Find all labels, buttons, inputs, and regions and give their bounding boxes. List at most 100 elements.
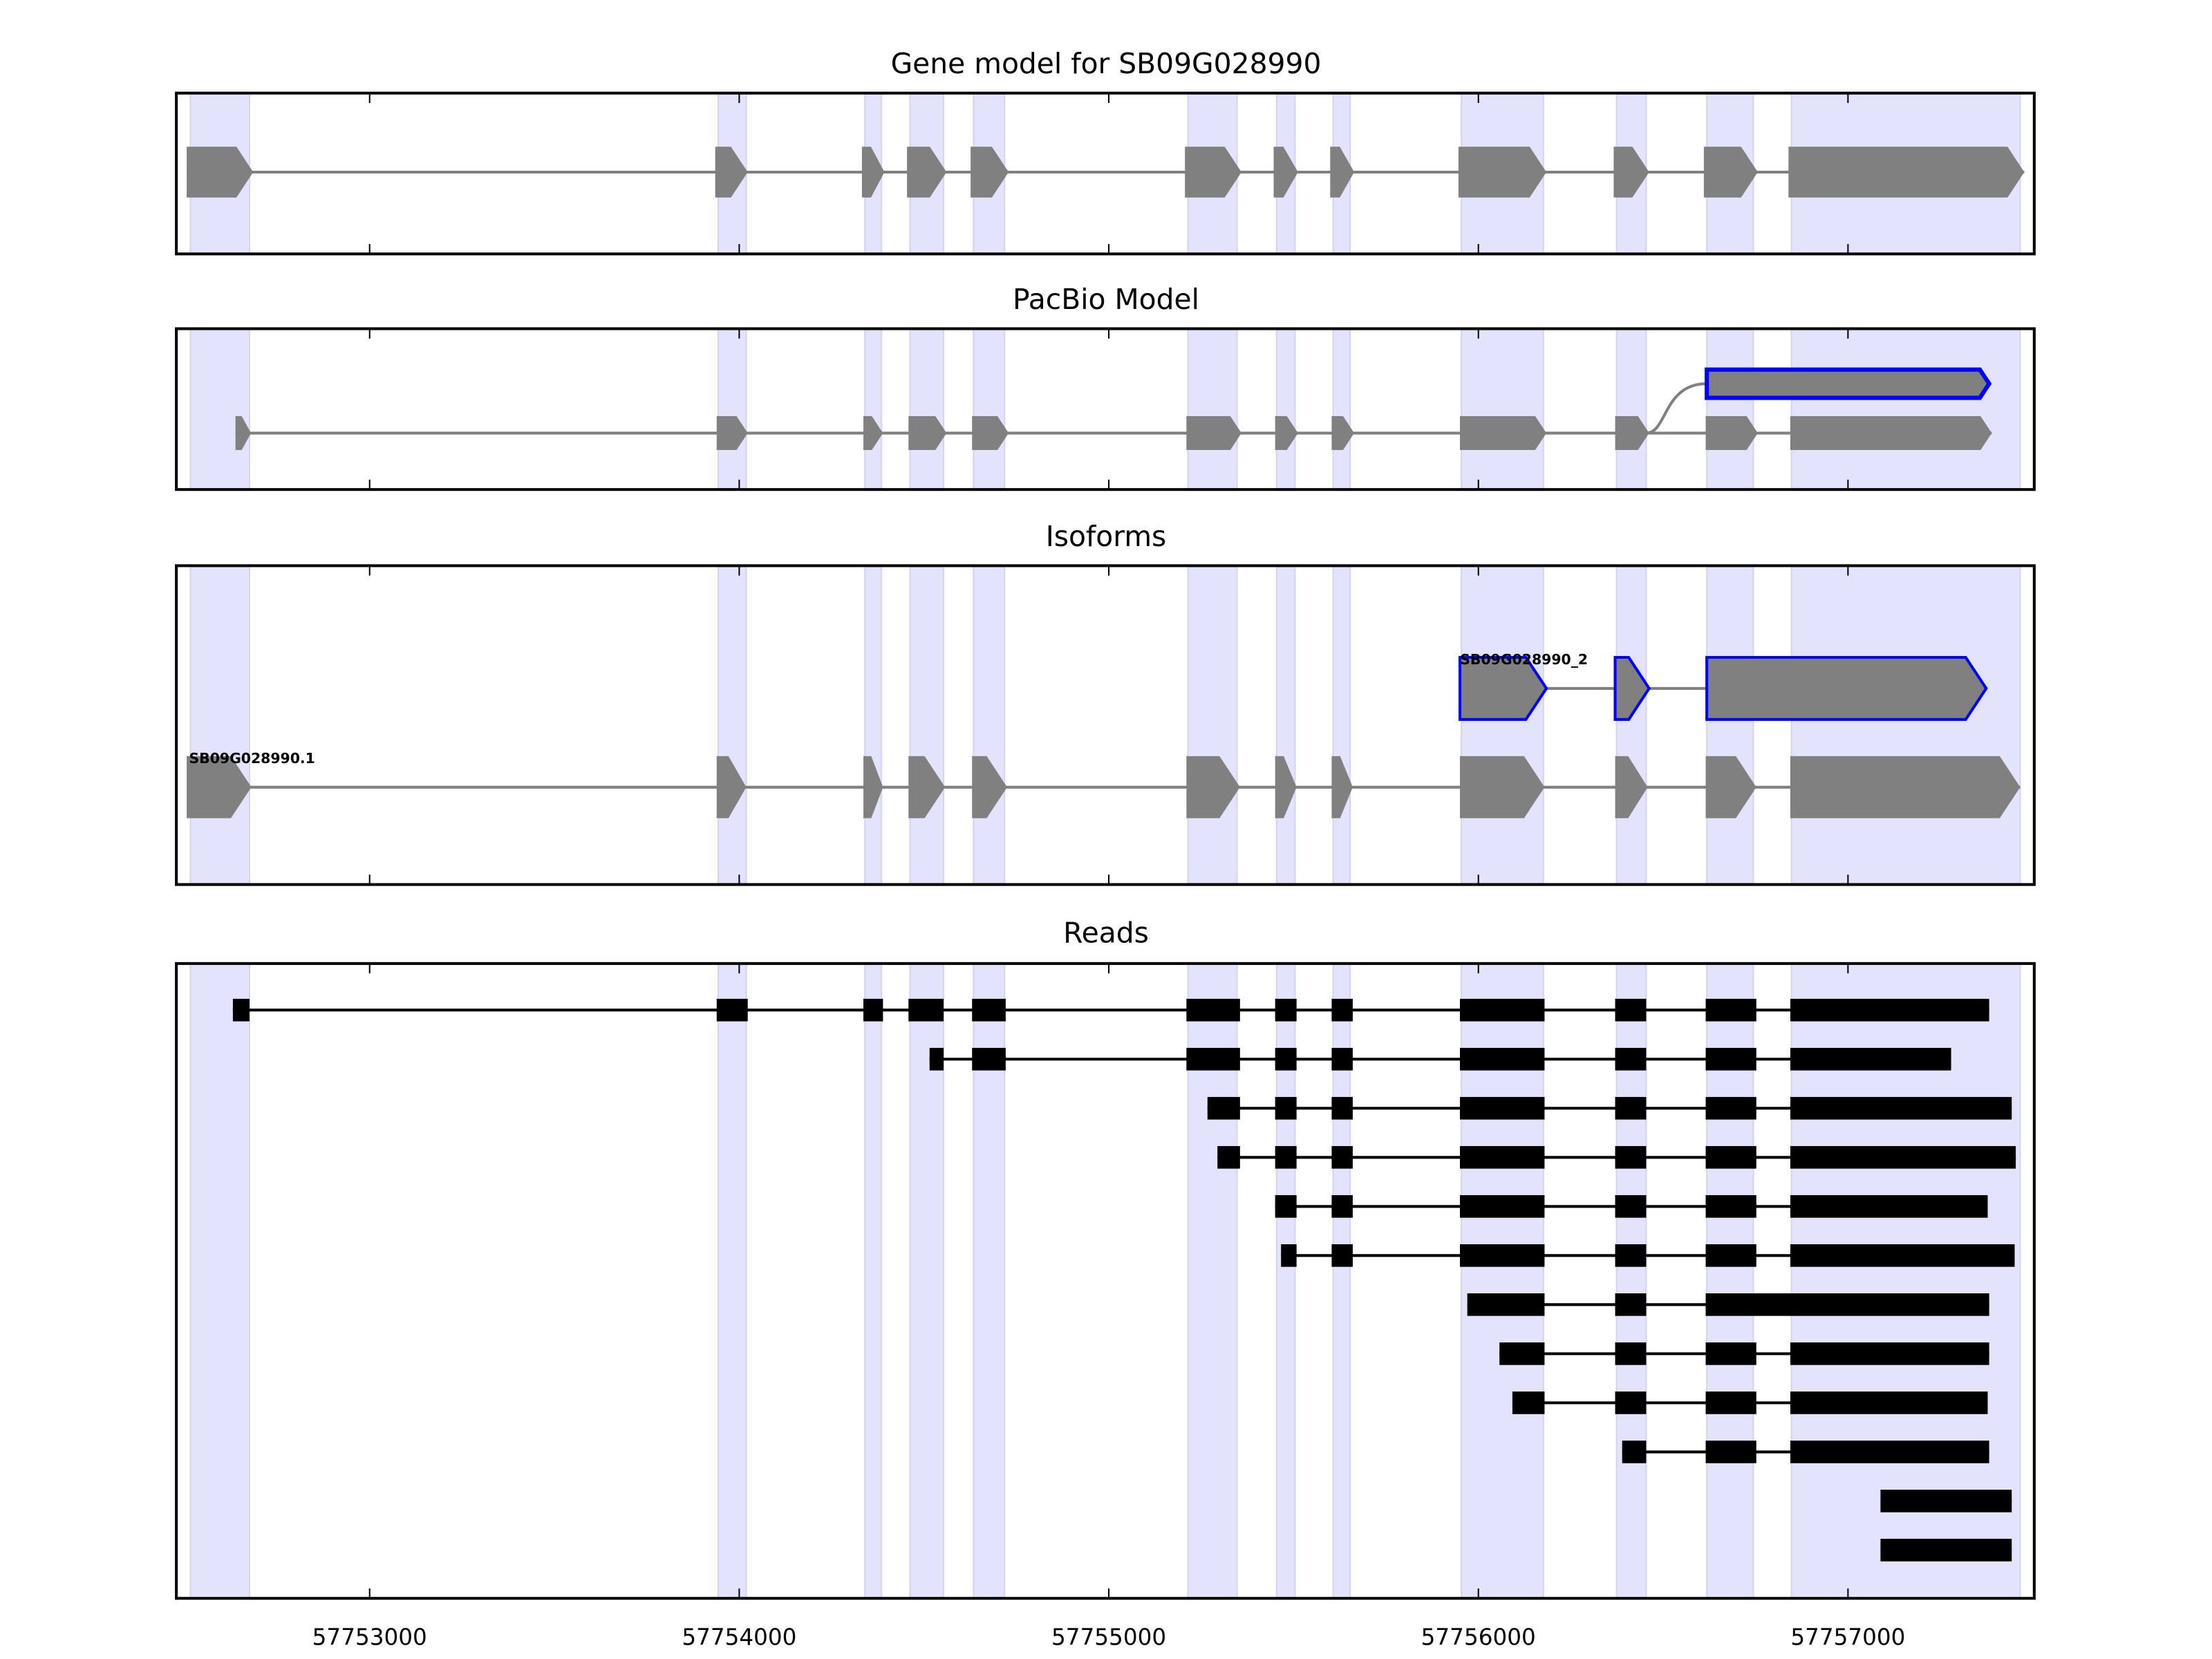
read-block <box>1790 1441 1989 1463</box>
panel-frame <box>175 564 2036 886</box>
exon-arrow <box>1273 147 1298 198</box>
exon-arrow <box>1788 147 2025 198</box>
exon-arrow <box>1275 756 1297 818</box>
read-block <box>1790 1391 1988 1414</box>
exon-shade <box>1706 328 1754 491</box>
read-block <box>1615 1096 1647 1120</box>
read-block <box>1615 1145 1647 1169</box>
read-block <box>1207 1096 1240 1120</box>
x-tick-label: 57756000 <box>1421 1624 1536 1651</box>
exon-arrow <box>908 416 947 451</box>
exon-arrow <box>1790 416 1992 451</box>
exon-arrow <box>1705 367 1992 400</box>
read-block <box>1615 998 1647 1022</box>
exon-arrow <box>863 756 883 818</box>
exon-arrow <box>187 756 252 818</box>
branch-connector <box>1646 382 1707 435</box>
read-block <box>1186 1047 1240 1071</box>
isoform-label: SB09G028990_2 <box>1460 651 1588 668</box>
exon-arrow <box>1458 147 1547 198</box>
read-block <box>1275 998 1297 1022</box>
exon-arrow <box>907 147 947 198</box>
read-block <box>1880 1490 2012 1512</box>
exon-arrow <box>1458 655 1548 721</box>
read-block <box>1615 1391 1647 1414</box>
read-block <box>1615 1244 1647 1267</box>
exon-arrow <box>972 416 1009 451</box>
exon-arrow <box>715 147 748 198</box>
exon-shade <box>864 328 883 491</box>
read-block <box>1281 1244 1297 1267</box>
x-tick-label: 57755000 <box>1051 1624 1166 1651</box>
read-block <box>1467 1293 1545 1316</box>
exon-shade <box>1275 565 1296 885</box>
exon-arrow <box>716 756 747 818</box>
read-block <box>972 998 1006 1022</box>
x-tick-label: 57757000 <box>1790 1624 1905 1651</box>
exon-shade <box>717 328 747 491</box>
exon-shade <box>189 962 250 1600</box>
exon-shade <box>1615 565 1647 885</box>
exon-shade <box>1615 328 1647 491</box>
exon-arrow <box>971 147 1009 198</box>
exon-arrow <box>1459 416 1547 451</box>
title-isoforms: Isoforms <box>1046 520 1167 553</box>
exon-arrow <box>972 756 1008 818</box>
read-block <box>863 998 883 1022</box>
read-block <box>1705 998 1756 1022</box>
read-block <box>1459 1244 1545 1267</box>
exon-shade <box>1706 565 1754 885</box>
exon-shade <box>717 962 747 1600</box>
isoform-label: SB09G028990.1 <box>189 750 315 767</box>
read-block <box>1459 998 1545 1022</box>
exon-arrow <box>1615 756 1648 818</box>
read-block <box>1790 1096 2012 1120</box>
read-block <box>1790 1244 2015 1267</box>
exon-arrow <box>187 147 254 198</box>
exon-shade <box>1187 328 1238 491</box>
exon-arrow <box>1331 756 1353 818</box>
title-pacbio-model: PacBio Model <box>1013 283 1199 316</box>
read-block <box>1705 1096 1756 1120</box>
read-block <box>929 1047 944 1071</box>
exon-shade <box>1275 328 1296 491</box>
read-block <box>1499 1342 1545 1365</box>
read-block <box>1705 1047 1756 1071</box>
read-block <box>1790 1342 1989 1365</box>
exon-shade <box>1461 328 1544 491</box>
read-block <box>1705 1391 1756 1414</box>
exon-shade <box>1187 565 1238 885</box>
read-block <box>1705 1342 1756 1365</box>
read-block <box>1790 1194 1988 1218</box>
exon-shade <box>909 328 945 491</box>
read-block <box>1790 998 1989 1022</box>
read-block <box>1331 998 1353 1022</box>
read-block <box>1331 1244 1353 1267</box>
exon-arrow <box>1186 756 1240 818</box>
read-block <box>1615 1194 1647 1218</box>
exon-arrow <box>1705 416 1758 451</box>
exon-arrow <box>235 416 252 451</box>
read-block <box>1705 1441 1756 1463</box>
read-block <box>1790 1145 2016 1169</box>
read-block <box>972 1047 1006 1071</box>
read-block <box>1331 1047 1353 1071</box>
exon-arrow <box>1613 655 1651 721</box>
exon-arrow <box>1705 655 1988 721</box>
read-block <box>1275 1194 1297 1218</box>
exon-shade <box>864 565 883 885</box>
read-block <box>1705 1145 1756 1169</box>
panel-frame <box>175 91 2036 256</box>
read-block <box>1331 1194 1353 1218</box>
exon-arrow <box>1703 147 1758 198</box>
exon-shade <box>973 565 1006 885</box>
title-gene-model: Gene model for SB09G028990 <box>891 47 1322 80</box>
read-block <box>1459 1047 1545 1071</box>
panel-frame <box>175 962 2036 1600</box>
exon-arrow <box>908 756 946 818</box>
exon-arrow <box>1186 416 1242 451</box>
exon-arrow <box>1275 416 1298 451</box>
exon-shade <box>1790 328 2021 491</box>
exon-arrow <box>1331 416 1355 451</box>
read-block <box>1512 1391 1545 1414</box>
